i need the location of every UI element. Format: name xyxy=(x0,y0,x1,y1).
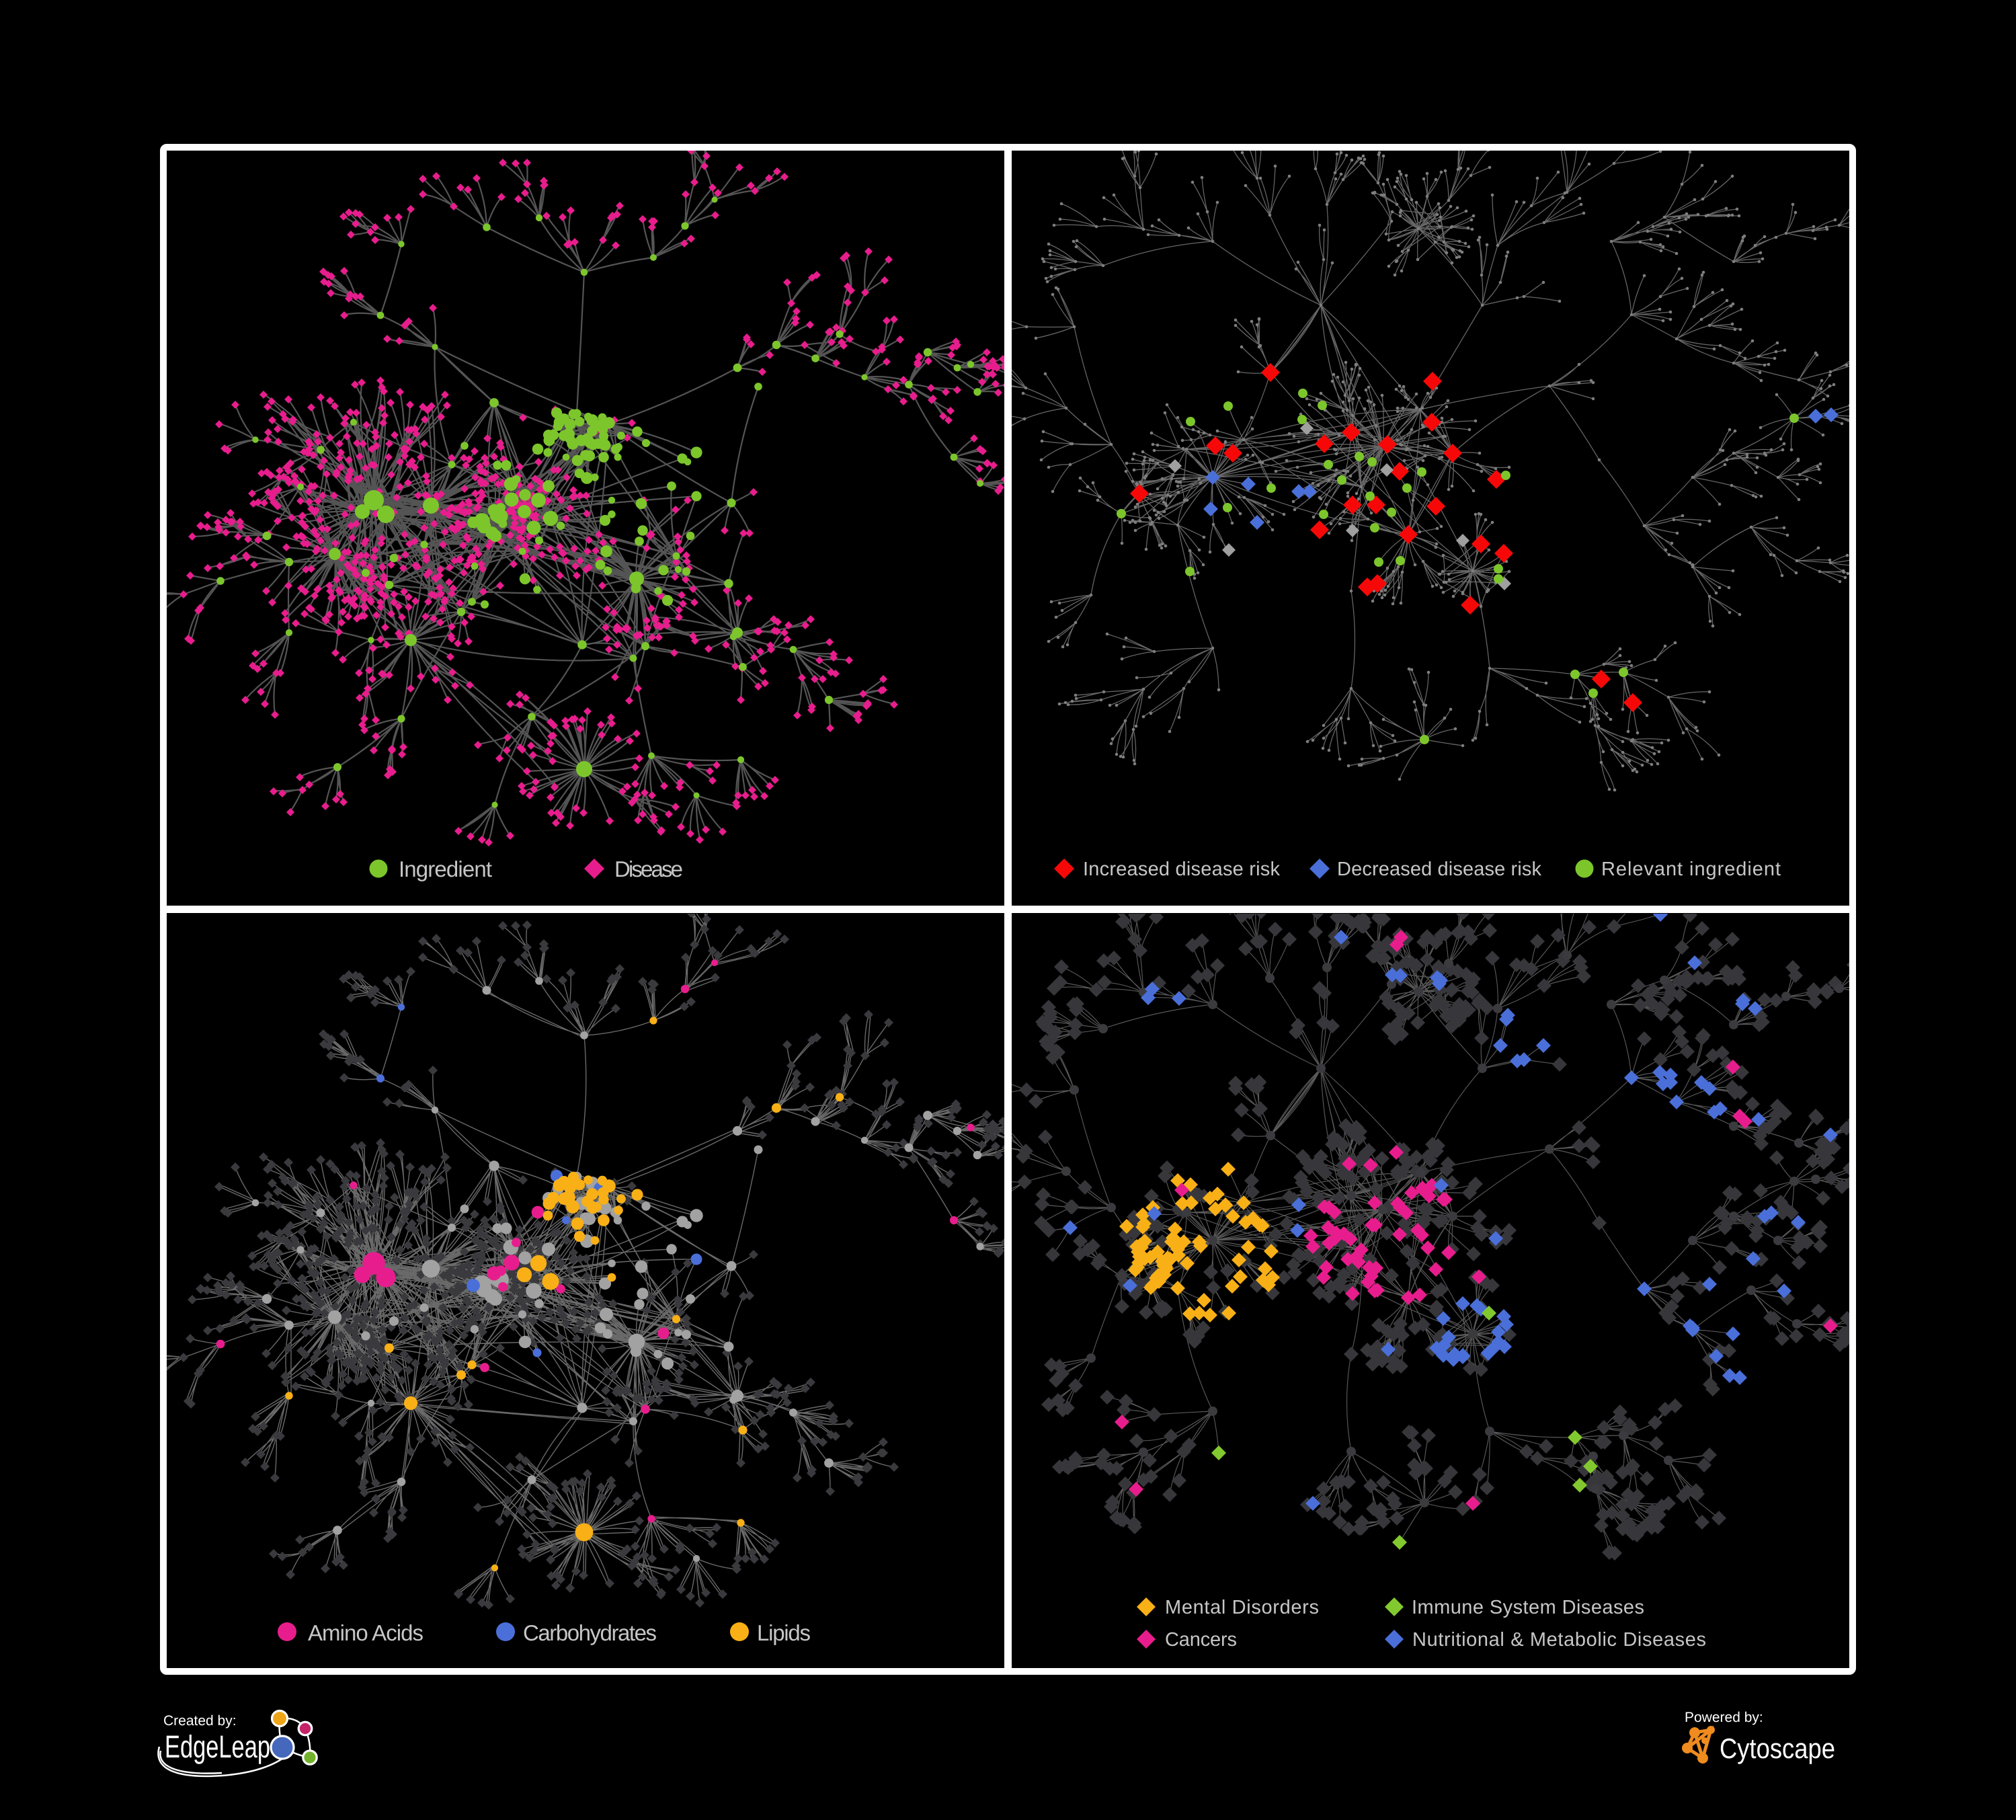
svg-text:Powered by:: Powered by: xyxy=(1685,1710,1763,1725)
svg-text:Created by:: Created by: xyxy=(163,1713,237,1729)
svg-text:Cancers: Cancers xyxy=(1165,1629,1237,1651)
svg-text:Amino Acids: Amino Acids xyxy=(308,1620,424,1645)
svg-text:Increased disease risk: Increased disease risk xyxy=(1083,859,1281,880)
svg-text:Disease: Disease xyxy=(614,857,683,881)
svg-text:EdgeLeap: EdgeLeap xyxy=(165,1729,270,1764)
svg-text:Immune System Diseases: Immune System Diseases xyxy=(1412,1597,1644,1618)
svg-text:Nutritional & Metabolic Diseas: Nutritional & Metabolic Diseases xyxy=(1412,1629,1706,1651)
svg-text:Cytoscape: Cytoscape xyxy=(1720,1733,1835,1764)
svg-text:Decreased disease risk: Decreased disease risk xyxy=(1337,859,1542,880)
svg-text:Mental Disorders: Mental Disorders xyxy=(1165,1597,1319,1618)
svg-text:Carbohydrates: Carbohydrates xyxy=(523,1620,657,1645)
svg-text:Lipids: Lipids xyxy=(757,1620,811,1645)
svg-text:Relevant ingredient: Relevant ingredient xyxy=(1601,859,1781,880)
svg-text:Ingredient: Ingredient xyxy=(399,857,492,881)
